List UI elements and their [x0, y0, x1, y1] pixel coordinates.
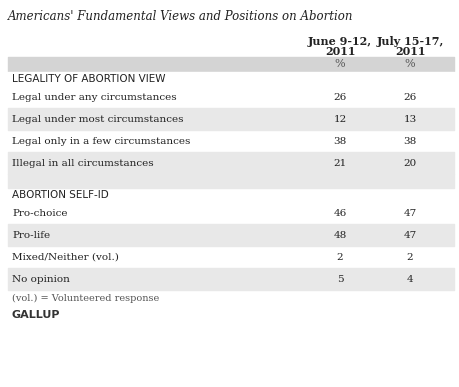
Text: %: %: [405, 59, 415, 69]
Text: Pro-choice: Pro-choice: [12, 209, 67, 217]
Text: Legal under any circumstances: Legal under any circumstances: [12, 92, 177, 101]
Text: 5: 5: [337, 274, 343, 284]
Text: Mixed/Neither (vol.): Mixed/Neither (vol.): [12, 252, 119, 262]
Text: 38: 38: [403, 137, 417, 146]
Text: ABORTION SELF-ID: ABORTION SELF-ID: [12, 190, 109, 200]
Text: July 15-17,: July 15-17,: [376, 36, 444, 47]
Text: %: %: [335, 59, 345, 69]
Text: 38: 38: [333, 137, 347, 146]
Text: 21: 21: [333, 159, 347, 168]
Text: Legal only in a few circumstances: Legal only in a few circumstances: [12, 137, 190, 146]
Text: LEGALITY OF ABORTION VIEW: LEGALITY OF ABORTION VIEW: [12, 74, 166, 84]
Text: Illegal in all circumstances: Illegal in all circumstances: [12, 159, 154, 168]
Text: June 9-12,: June 9-12,: [308, 36, 372, 47]
Text: 2011: 2011: [395, 46, 425, 57]
Text: 46: 46: [333, 209, 347, 217]
Text: 26: 26: [333, 92, 347, 101]
Text: Pro-life: Pro-life: [12, 231, 50, 240]
Text: (vol.) = Volunteered response: (vol.) = Volunteered response: [12, 294, 159, 303]
Text: Americans' Fundamental Views and Positions on Abortion: Americans' Fundamental Views and Positio…: [8, 10, 353, 23]
Text: 2011: 2011: [325, 46, 355, 57]
Text: GALLUP: GALLUP: [12, 310, 61, 320]
Text: No opinion: No opinion: [12, 274, 70, 284]
Text: 47: 47: [403, 231, 417, 240]
Text: 13: 13: [403, 115, 417, 123]
Text: 2: 2: [407, 252, 413, 262]
Text: 4: 4: [407, 274, 413, 284]
Text: 12: 12: [333, 115, 347, 123]
Text: 47: 47: [403, 209, 417, 217]
Text: Legal under most circumstances: Legal under most circumstances: [12, 115, 184, 123]
Text: 48: 48: [333, 231, 347, 240]
Text: 20: 20: [403, 159, 417, 168]
Text: 26: 26: [403, 92, 417, 101]
Text: 2: 2: [337, 252, 343, 262]
